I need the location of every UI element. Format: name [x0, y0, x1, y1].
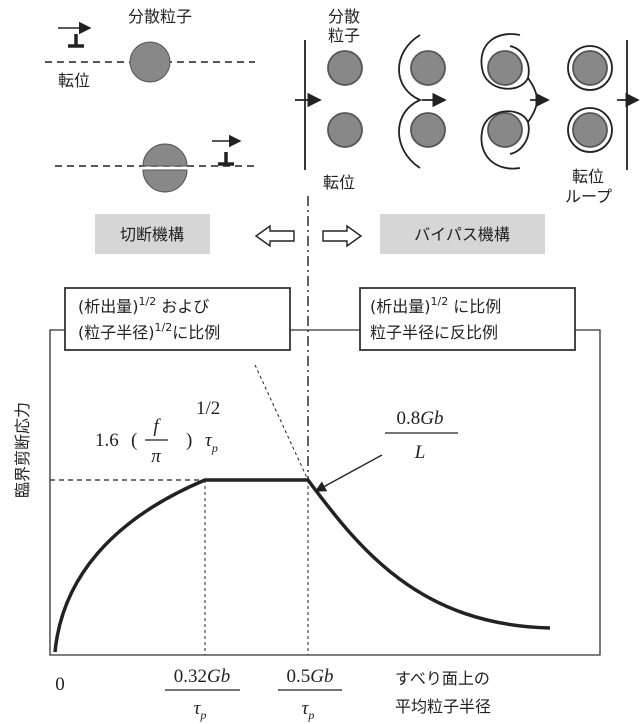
particle-label: 粒子 — [328, 26, 360, 45]
plateau-formula: 1.6 — [95, 430, 119, 451]
mechanism-label: バイパス機構 — [414, 225, 510, 244]
origin-label: 0 — [55, 674, 65, 695]
plateau-formula: π — [151, 446, 161, 467]
dislocation-label: 転位 — [58, 71, 90, 90]
plateau-formula: 1/2 — [196, 398, 220, 419]
graph-lines — [50, 365, 550, 655]
loop-label: 転位 — [572, 167, 604, 186]
paren: ( — [131, 430, 137, 451]
loop-label: ループ — [565, 187, 612, 206]
x-axis-label: すべり面上の — [395, 669, 490, 688]
plateau-formula: f — [153, 416, 161, 437]
x-axis-label: 平均粒子半径 — [395, 697, 491, 716]
y-axis-label: 臨界剪断応力 — [13, 402, 32, 498]
particle-label: 分散粒子 — [128, 7, 192, 26]
particle-label: 分散 — [328, 7, 360, 26]
plateau-formula: τp — [205, 430, 218, 455]
bypass-formula: 0.8Gb — [397, 408, 444, 429]
cutting-illustration — [45, 28, 255, 192]
x-mark-label: 0.32Gb — [174, 666, 230, 687]
paren: ) — [186, 430, 192, 451]
graph-frame — [50, 288, 600, 655]
bypass-illustration — [295, 34, 638, 170]
x-mark-label: τp — [302, 698, 315, 722]
diagram: 分散粒子 転位 分散 粒子 転位 転位 ループ 切断機構 バイパス機構 (析出量… — [0, 0, 641, 724]
x-mark-label: 0.5Gb — [287, 666, 334, 687]
bypass-formula: L — [414, 442, 426, 463]
dislocation-label: 転位 — [323, 173, 355, 192]
box-text: 粒子半径に反比例 — [370, 323, 498, 342]
box-text: (粒子半径)1/2に比例 — [78, 321, 220, 342]
x-mark-label: τp — [194, 698, 207, 722]
mechanism-label: 切断機構 — [120, 225, 184, 244]
